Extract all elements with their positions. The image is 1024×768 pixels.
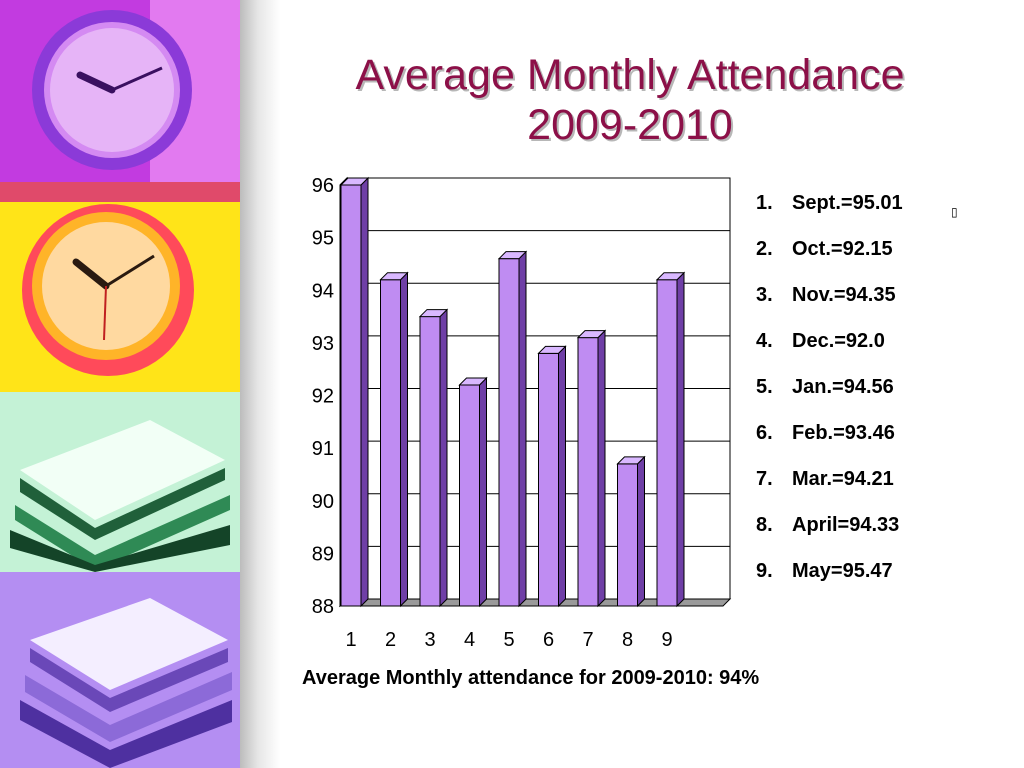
bar-front xyxy=(340,184,362,607)
x-tick-label: 1 xyxy=(345,629,356,651)
x-tick-label: 4 xyxy=(464,629,475,651)
bar-side xyxy=(676,271,685,608)
month-item-5: 5. Jan.=94.56 xyxy=(756,364,903,410)
bar-side xyxy=(637,455,645,608)
y-tick-label: 96 xyxy=(312,175,334,197)
title-line-2: 2009-2010 xyxy=(527,101,733,149)
bar-side xyxy=(400,271,408,608)
bar-top xyxy=(339,177,370,186)
bar-side xyxy=(558,345,566,608)
month-item-text: Jan.=94.56 xyxy=(792,376,894,398)
bar-7 xyxy=(576,329,607,608)
month-item-number: 9. xyxy=(756,560,773,582)
x-axis-ticks: 1 2 3 4 5 6 7 8 9 xyxy=(345,629,672,651)
bar-front xyxy=(577,337,599,607)
decorative-photo-strip xyxy=(0,0,240,768)
bar-front xyxy=(538,352,559,607)
x-tick-label: 7 xyxy=(582,629,593,651)
bar-3 xyxy=(418,308,449,608)
x-tick-label: 6 xyxy=(543,629,554,651)
purple-books-photo xyxy=(0,572,240,768)
bar-top xyxy=(537,345,567,354)
month-item-number: 8. xyxy=(756,514,773,536)
x-tick-label: 5 xyxy=(503,629,514,651)
y-axis-ticks: 88 89 90 91 92 93 94 95 96 xyxy=(312,175,334,618)
month-item-6: 6. Feb.=93.46 xyxy=(756,410,903,456)
x-tick-label: 2 xyxy=(385,629,396,651)
bar-top xyxy=(616,456,646,465)
month-item-number: 2. xyxy=(756,238,773,260)
month-item-text: April=94.33 xyxy=(792,514,900,536)
y-tick-label: 94 xyxy=(312,280,334,302)
chart-caption: Average Monthly attendance for 2009-2010… xyxy=(302,667,760,689)
bar-front xyxy=(419,316,441,607)
month-item-number: 7. xyxy=(756,468,773,490)
bar-top xyxy=(379,272,409,281)
month-item-4: 4. Dec.=92.0 xyxy=(756,318,903,364)
bar-top xyxy=(576,330,607,339)
y-tick-label: 95 xyxy=(312,228,334,250)
month-item-number: 4. xyxy=(756,330,773,352)
bar-top xyxy=(497,251,528,260)
bullet-glyph: ▯ xyxy=(951,205,958,219)
bar-front xyxy=(380,279,401,607)
month-item-text: May=95.47 xyxy=(792,560,893,582)
gridline xyxy=(339,177,730,186)
orange-clock-photo xyxy=(0,202,240,392)
bar-side xyxy=(439,308,448,608)
bar-8 xyxy=(616,455,646,608)
bar-4 xyxy=(458,376,488,608)
y-tick-label: 93 xyxy=(312,333,334,355)
strip-shadow xyxy=(240,0,280,768)
slide-title: Average Monthly Attendance 2009-2010 xyxy=(270,50,990,150)
chart-bars xyxy=(339,176,686,608)
bar-side xyxy=(479,376,487,608)
bar-top xyxy=(458,377,488,386)
month-item-text: Feb.=93.46 xyxy=(792,422,895,444)
bar-side xyxy=(360,176,369,608)
month-item-text: Sept.=95.01 xyxy=(792,192,903,214)
green-books-photo xyxy=(0,392,240,572)
month-item-7: 7. Mar.=94.21 xyxy=(756,456,903,502)
y-tick-label: 90 xyxy=(312,491,334,513)
y-tick-label: 91 xyxy=(312,438,334,460)
month-item-number: 6. xyxy=(756,422,773,444)
month-item-number: 3. xyxy=(756,284,773,306)
bar-1 xyxy=(339,176,370,608)
bar-top xyxy=(655,272,686,281)
month-item-1: 1. Sept.=95.01 xyxy=(756,180,903,226)
month-item-3: 3. Nov.=94.35 xyxy=(756,272,903,318)
purple-clock-photo xyxy=(0,0,240,182)
month-item-number: 5. xyxy=(756,376,773,398)
x-tick-label: 3 xyxy=(424,629,435,651)
month-item-8: 8. April=94.33 xyxy=(756,502,903,548)
bar-2 xyxy=(379,271,409,608)
bar-6 xyxy=(537,345,567,608)
bar-side xyxy=(518,250,527,608)
bar-9 xyxy=(655,271,686,608)
bar-front xyxy=(617,463,638,607)
bar-top xyxy=(418,309,449,318)
bar-5 xyxy=(497,250,528,608)
month-item-number: 1. xyxy=(756,192,773,214)
month-item-text: Nov.=94.35 xyxy=(792,284,896,306)
x-tick-label: 9 xyxy=(661,629,672,651)
bar-front xyxy=(656,279,678,607)
month-item-text: Mar.=94.21 xyxy=(792,468,894,490)
title-line-1: Average Monthly Attendance xyxy=(355,51,905,99)
month-item-2: 2. Oct.=92.15 xyxy=(756,226,903,272)
month-value-list: 1. Sept.=95.01 2. Oct.=92.15 3. Nov.=94.35 4. D… xyxy=(756,180,903,594)
bar-front xyxy=(498,258,520,607)
y-tick-label: 89 xyxy=(312,543,334,565)
month-item-9: 9. May=95.47 xyxy=(756,548,903,594)
month-item-text: Dec.=92.0 xyxy=(792,330,885,352)
bar-side xyxy=(597,329,606,608)
x-tick-label: 8 xyxy=(622,629,633,651)
y-tick-label: 88 xyxy=(312,596,334,618)
y-tick-label: 92 xyxy=(312,386,334,408)
bar-front xyxy=(459,384,480,607)
month-item-text: Oct.=92.15 xyxy=(792,238,893,260)
